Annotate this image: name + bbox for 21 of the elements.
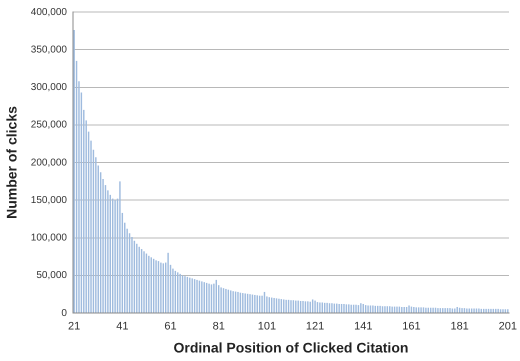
x-tick-label: 101 (258, 320, 276, 333)
y-tick-label: 350,000 (30, 44, 68, 56)
y-tick-label: 400,000 (30, 6, 68, 18)
y-tick-label: 250,000 (30, 120, 68, 131)
x-tick-label: 141 (354, 320, 372, 333)
y-tick-label: 150,000 (30, 194, 68, 206)
x-axis-title: Ordinal Position of Clicked Citation (174, 339, 408, 356)
x-tick-label: 61 (164, 320, 177, 333)
x-tick-label: 161 (402, 320, 421, 333)
y-axis-title: Number of clicks (3, 106, 20, 219)
y-tick-label: 100,000 (30, 232, 68, 244)
x-tick-label: 201 (498, 320, 517, 333)
x-tick-label: 41 (116, 320, 128, 333)
x-tick-label: 181 (450, 320, 469, 333)
y-tick-label: 200,000 (30, 157, 68, 168)
x-tick-label: 81 (212, 320, 225, 333)
y-tick-label: 300,000 (30, 82, 68, 93)
y-tick-label: 50,000 (36, 270, 68, 282)
x-tick-label: 121 (306, 320, 324, 333)
x-tick-label: 21 (68, 320, 80, 333)
y-tick-label: 0 (61, 308, 68, 319)
